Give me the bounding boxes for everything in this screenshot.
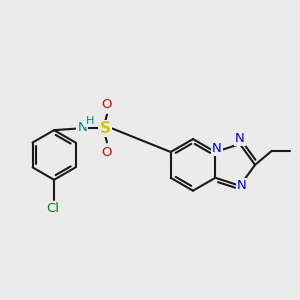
Text: Cl: Cl bbox=[46, 202, 59, 215]
Text: O: O bbox=[102, 146, 112, 159]
Text: N: N bbox=[77, 121, 87, 134]
Text: N: N bbox=[235, 132, 245, 145]
Text: N: N bbox=[212, 142, 222, 154]
Text: O: O bbox=[102, 98, 112, 111]
Text: S: S bbox=[100, 121, 110, 136]
Text: H: H bbox=[85, 116, 94, 126]
Text: N: N bbox=[237, 179, 246, 192]
